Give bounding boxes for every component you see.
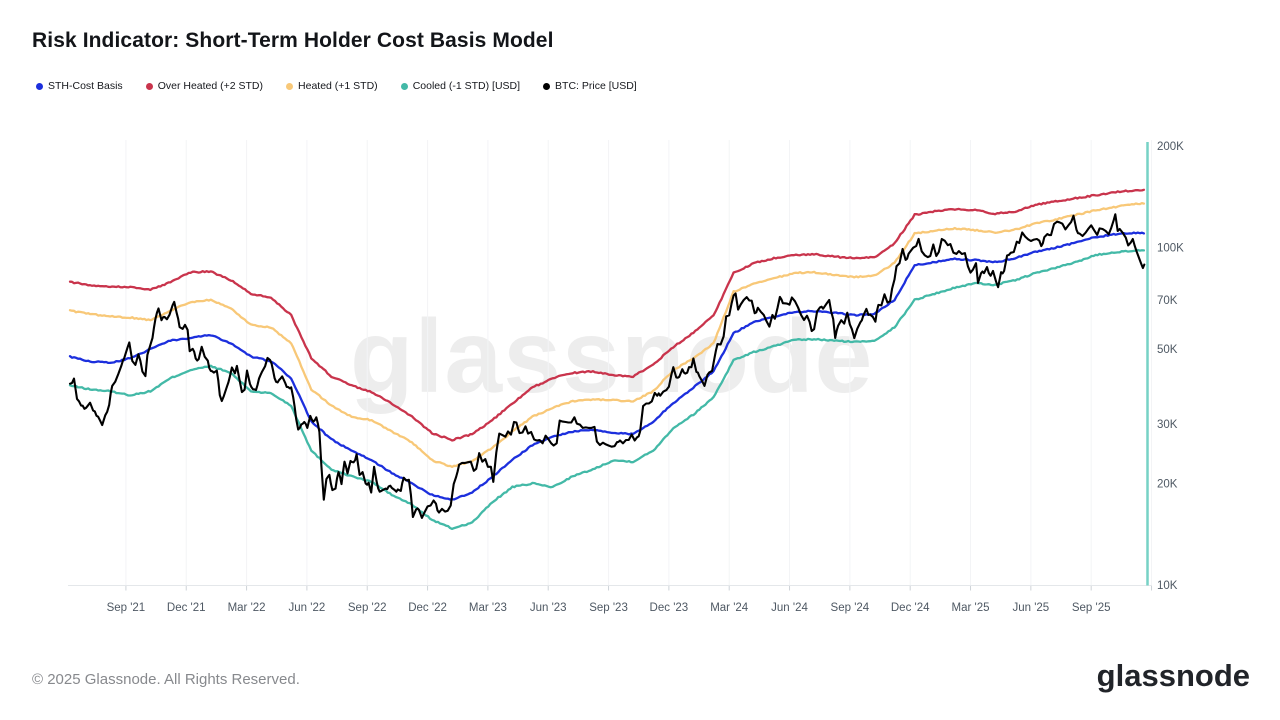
legend-label: Over Heated (+2 STD): [157, 80, 264, 92]
x-tick-label: Jun '24: [771, 602, 808, 614]
x-tick-label: Sep '25: [1072, 602, 1111, 614]
x-tick-label: Mar '23: [469, 602, 507, 614]
series-line-btc-price: [68, 213, 1146, 519]
legend-label: Heated (+1 STD): [298, 80, 378, 92]
x-tick-label: Mar '25: [952, 602, 990, 614]
legend-label: Cooled (-1 STD) [USD]: [412, 80, 521, 92]
x-tick-label: Sep '23: [589, 602, 628, 614]
y-tick-label: 50K: [1157, 344, 1178, 356]
legend-item-heated-1-std[interactable]: Heated (+1 STD): [286, 80, 378, 92]
legend-label: BTC: Price [USD]: [555, 80, 637, 92]
x-tick-label: Sep '22: [348, 602, 387, 614]
x-tick-label: Mar '24: [710, 602, 749, 614]
x-tick-label: Dec '24: [891, 602, 930, 614]
legend-item-over-heated-2-std[interactable]: Over Heated (+2 STD): [145, 80, 264, 92]
y-tick-label: 200K: [1157, 141, 1184, 153]
x-tick-label: Jun '22: [289, 602, 326, 614]
x-tick-label: Mar '22: [228, 602, 266, 614]
copyright-text: © 2025 Glassnode. All Rights Reserved.: [32, 671, 300, 688]
x-tick-label: Dec '23: [650, 602, 689, 614]
legend: STH-Cost Basis Over Heated (+2 STD) Heated…: [36, 80, 637, 92]
y-tick-label: 30K: [1157, 419, 1178, 431]
legend-item-sth-cost-basis[interactable]: STH-Cost Basis: [36, 80, 123, 92]
legend-swatch-icon: [400, 82, 408, 90]
glassnode-logo: glassnode: [1096, 658, 1250, 693]
legend-swatch-icon: [145, 82, 153, 90]
series-line-cooled-1-std: [68, 248, 1146, 531]
x-tick-label: Sep '21: [107, 602, 146, 614]
page-title: Risk Indicator: Short-Term Holder Cost B…: [32, 29, 554, 52]
y-tick-label: 70K: [1157, 295, 1178, 307]
y-tick-label: 20K: [1157, 478, 1178, 490]
x-tick-label: Dec '21: [167, 602, 206, 614]
y-tick-label: 100K: [1157, 243, 1184, 255]
x-tick-label: Sep '24: [831, 602, 870, 614]
x-tick-label: Jun '23: [530, 602, 567, 614]
legend-item-btc-price[interactable]: BTC: Price [USD]: [543, 80, 637, 92]
x-tick-label: Jun '25: [1012, 602, 1049, 614]
x-tick-label: Dec '22: [408, 602, 447, 614]
legend-swatch-icon: [36, 82, 43, 90]
legend-label: STH-Cost Basis: [48, 80, 123, 92]
legend-swatch-icon: [286, 82, 294, 90]
y-tick-label: 10K: [1157, 580, 1178, 592]
series-line-heated-1-std: [68, 201, 1146, 469]
legend-item-cooled-1-std[interactable]: Cooled (-1 STD) [USD]: [400, 80, 521, 92]
series-line-sth-cost-basis: [68, 231, 1146, 501]
legend-swatch-icon: [543, 82, 551, 90]
series-line-over-heated-2-std: [68, 188, 1146, 442]
